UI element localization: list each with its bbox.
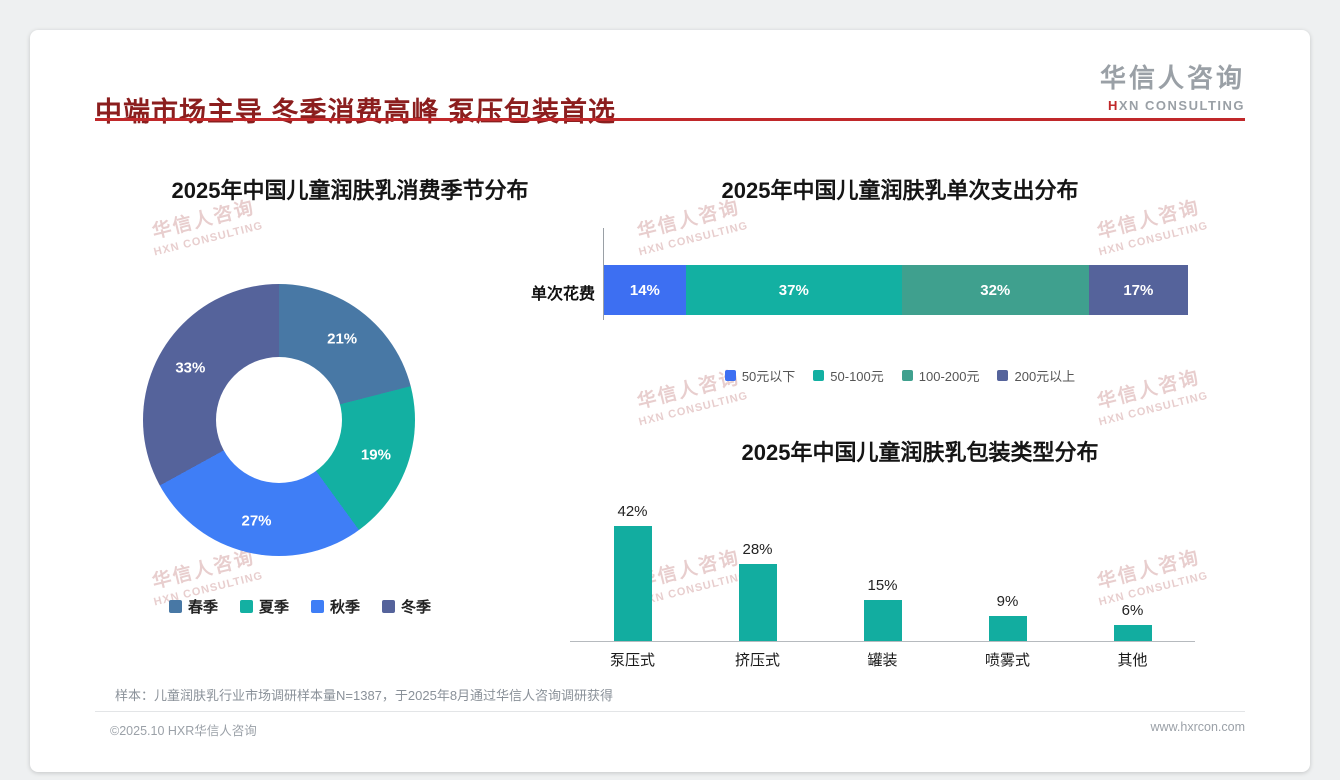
legend-label: 50元以下 [741, 369, 796, 384]
legend-swatch [901, 370, 913, 381]
bar [738, 564, 777, 641]
stacked-segment: 17% [1088, 265, 1188, 315]
legend-item: 冬季 [382, 596, 431, 617]
bar-value-label: 9% [996, 593, 1019, 610]
legend-item: 50-100元 [813, 366, 884, 385]
legend-label: 200元以上 [1014, 369, 1076, 384]
watermark-line2: HXN CONSULTING [1097, 219, 1210, 259]
bar [988, 616, 1027, 641]
donut-slice-label: 33% [175, 359, 206, 377]
donut-hole [216, 357, 342, 483]
legend-swatch [724, 370, 736, 381]
footer-website: www.hxrcon.com [1150, 720, 1245, 734]
bar-column: 9% [945, 496, 1070, 641]
legend-label: 春季 [187, 599, 218, 616]
spend-chart-title: 2025年中国儿童润肤乳单次支出分布 [721, 178, 1079, 203]
bar-value-label: 28% [742, 541, 773, 558]
report-card: 华信人咨询 HXN CONSULTING 华信人咨询 HXN CONSULTING 华信… [30, 30, 1310, 772]
bar-category-label: 罐装 [867, 652, 898, 669]
brand-logo: 华信人咨询 HXN CONSULTING [1100, 58, 1245, 113]
legend-swatch [382, 600, 396, 613]
bar-category-label: 喷雾式 [984, 652, 1030, 669]
legend-swatch [239, 600, 253, 613]
packaging-categories: 泵压式 挤压式 罐装 喷雾式 其他 [570, 649, 1195, 670]
bar [1113, 625, 1152, 641]
bar-column: 28% [695, 496, 820, 641]
legend-swatch [997, 370, 1009, 381]
spend-stacked-bar: 14% 37% 32% 17% [604, 265, 1188, 315]
spend-legend: 50元以下 50-100元 100-200元 200元以上 [590, 366, 1210, 385]
legend-swatch [311, 600, 324, 613]
legend-label: 冬季 [401, 599, 432, 616]
season-donut: 21% 19% 27% 33% [143, 284, 415, 556]
bar-value-label: 42% [617, 503, 648, 520]
footer-copyright: ©2025.10 HXR华信人咨询 [110, 724, 257, 738]
legend-item: 100-200元 [901, 366, 980, 385]
bar-value-label: 15% [867, 577, 898, 594]
donut-slice-label: 19% [360, 446, 391, 464]
packaging-plot: 42% 28% 15% 9% 6% [570, 496, 1195, 642]
bar-value-label: 6% [1121, 602, 1144, 619]
bar-column: 42% [570, 496, 695, 641]
watermark-line2: HXN CONSULTING [637, 219, 750, 259]
sample-footnote: 样本：儿童润肤乳行业市场调研样本量N=1387，于2025年8月通过华信人咨询调… [115, 688, 614, 703]
spend-row-label: 单次花费 [530, 286, 595, 303]
bar-category-label: 其他 [1117, 652, 1148, 669]
season-legend: 春季 夏季 秋季 冬季 [70, 596, 530, 617]
title-underline [95, 118, 1245, 121]
bar [613, 526, 652, 641]
bar [863, 600, 902, 641]
donut-slice-label: 27% [241, 512, 272, 530]
legend-label: 秋季 [330, 599, 361, 616]
spend-axis-line [603, 228, 604, 320]
legend-item: 200元以上 [997, 366, 1075, 385]
brand-name: 华信人咨询 [1099, 63, 1245, 93]
bar-column: 6% [1070, 496, 1195, 641]
legend-item: 夏季 [239, 596, 289, 617]
brand-tagline: HXN CONSULTING [1107, 98, 1245, 113]
legend-item: 秋季 [311, 596, 360, 617]
footer-divider [95, 711, 1245, 712]
stacked-segment: 14% [604, 265, 686, 315]
watermark-line2: HXN CONSULTING [637, 389, 750, 429]
bar-column: 15% [820, 496, 945, 641]
legend-item: 春季 [168, 596, 218, 617]
stacked-segment: 37% [685, 265, 902, 315]
watermark-line2: HXN CONSULTING [1097, 389, 1210, 429]
donut-slice-label: 21% [327, 330, 358, 348]
watermark-line2: HXN CONSULTING [152, 219, 265, 259]
legend-label: 100-200元 [918, 369, 980, 384]
legend-label: 50-100元 [830, 369, 884, 384]
stacked-segment: 32% [901, 265, 1089, 315]
page-title: 中端市场主导 冬季消费高峰 泵压包装首选 [95, 97, 617, 128]
bar-category-label: 泵压式 [609, 652, 655, 669]
legend-swatch [813, 370, 825, 381]
legend-label: 夏季 [258, 599, 289, 616]
season-chart-title: 2025年中国儿童润肤乳消费季节分布 [171, 178, 529, 203]
bar-category-label: 挤压式 [734, 652, 780, 669]
packaging-chart-title: 2025年中国儿童润肤乳包装类型分布 [741, 440, 1099, 465]
legend-swatch [168, 600, 182, 613]
legend-item: 50元以下 [724, 366, 796, 385]
